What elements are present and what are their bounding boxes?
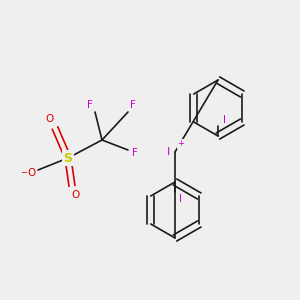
Text: O: O (71, 190, 79, 200)
Text: S: S (64, 152, 73, 164)
Text: F: F (130, 100, 136, 110)
Text: I: I (179, 194, 182, 204)
Text: −: − (20, 169, 28, 178)
Text: I: I (223, 115, 226, 125)
Text: O: O (46, 114, 54, 124)
Text: F: F (87, 100, 93, 110)
Text: +: + (178, 140, 184, 148)
Text: F: F (132, 148, 138, 158)
Text: I: I (167, 147, 171, 157)
Text: O: O (27, 168, 35, 178)
